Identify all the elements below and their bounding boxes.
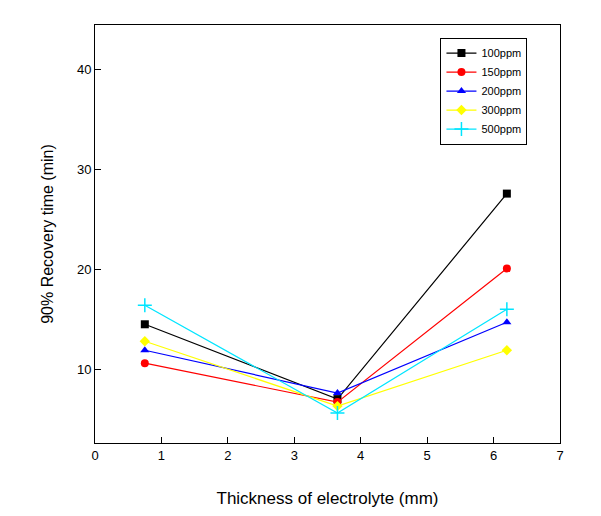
svg-text:Thickness of electrolyte (mm): Thickness of electrolyte (mm)	[217, 489, 439, 508]
svg-text:7: 7	[556, 448, 563, 463]
svg-text:20: 20	[77, 262, 91, 277]
svg-text:4: 4	[357, 448, 364, 463]
svg-text:200ppm: 200ppm	[481, 85, 521, 97]
svg-text:1: 1	[158, 448, 165, 463]
svg-text:40: 40	[77, 62, 91, 77]
svg-text:300ppm: 300ppm	[481, 104, 521, 116]
svg-text:150ppm: 150ppm	[481, 66, 521, 78]
svg-text:30: 30	[77, 162, 91, 177]
svg-text:90% Recovery time (min): 90% Recovery time (min)	[39, 144, 56, 324]
svg-text:100ppm: 100ppm	[481, 47, 521, 59]
svg-text:0: 0	[91, 448, 98, 463]
svg-text:10: 10	[77, 362, 91, 377]
svg-text:6: 6	[490, 448, 497, 463]
svg-text:5: 5	[424, 448, 431, 463]
svg-text:3: 3	[291, 448, 298, 463]
svg-text:2: 2	[224, 448, 231, 463]
svg-text:500ppm: 500ppm	[481, 123, 521, 135]
